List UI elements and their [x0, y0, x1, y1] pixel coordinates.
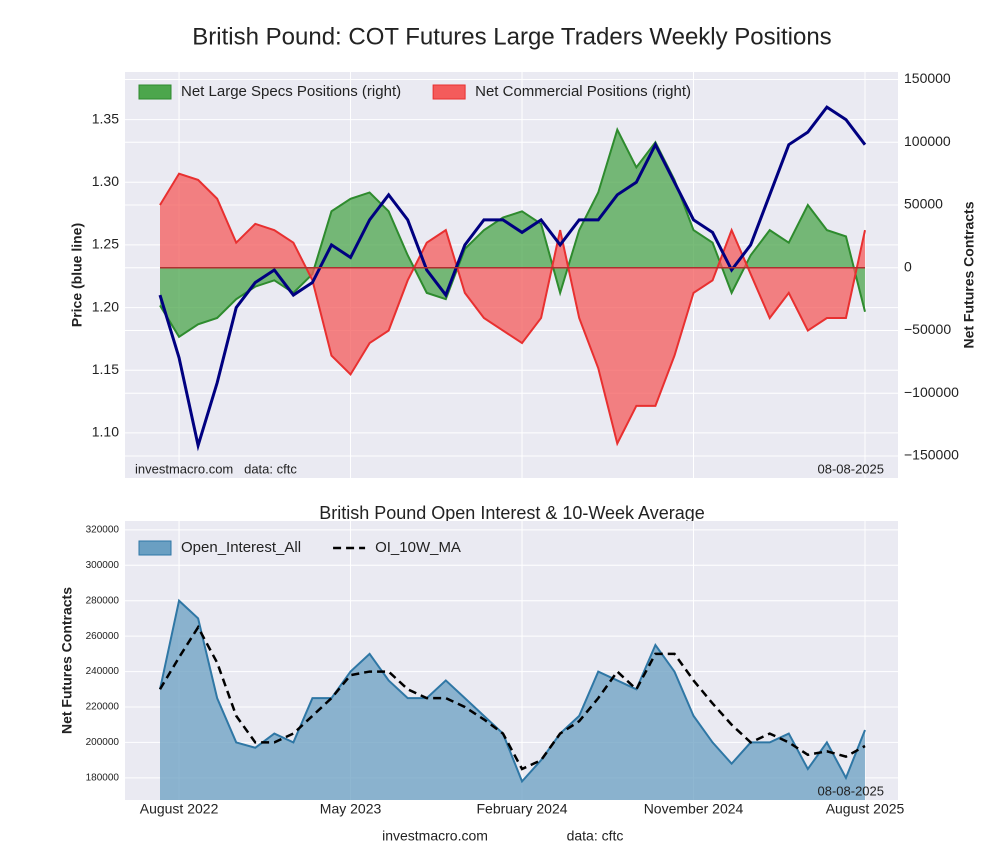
y-tick-label: 200000: [86, 737, 120, 748]
y2-tick-label: 50000: [904, 196, 943, 212]
area: [160, 173, 865, 444]
series-group: [158, 598, 866, 800]
y2-tick-label: 0: [904, 258, 912, 274]
y-tick-label: 300000: [86, 560, 120, 571]
line: [158, 105, 867, 452]
y-axis-label: Net Futures Contracts: [59, 587, 75, 734]
y-tick-label: 220000: [86, 702, 120, 713]
x-tick-label: November 2024: [644, 801, 744, 817]
annotation: investmacro.com data: cftc: [135, 461, 297, 476]
x-tick-label: February 2024: [476, 801, 567, 817]
y-tick-label: 1.20: [92, 298, 119, 314]
legend-label: Open_Interest_All: [181, 539, 301, 556]
footer-site: investmacro.com: [382, 828, 488, 844]
area: [160, 129, 865, 337]
legend-label: Net Commercial Positions (right): [475, 83, 691, 100]
y-tick-label: 280000: [86, 595, 120, 606]
y-tick-label: 180000: [86, 772, 120, 783]
area: [160, 600, 865, 800]
chart-title: British Pound: COT Futures Large Traders…: [192, 23, 831, 50]
footer-source: data: cftc: [567, 828, 624, 844]
y-axis-label: Price (blue line): [69, 223, 85, 327]
legend-swatch: [432, 84, 466, 100]
legend-label: OI_10W_MA: [375, 539, 461, 556]
annotation: 08-08-2025: [818, 783, 885, 798]
x-tick-label: August 2022: [140, 801, 219, 817]
y-tick-label: 1.15: [92, 361, 119, 377]
y2-tick-label: −50000: [904, 321, 951, 337]
y2-tick-label: −150000: [904, 447, 959, 463]
legend-swatch: [138, 540, 172, 556]
y-tick-label: 1.10: [92, 424, 119, 440]
y2-tick-label: 100000: [904, 133, 951, 149]
y-tick-label: 1.30: [92, 173, 119, 189]
series-group: [158, 105, 867, 452]
chart-title: British Pound Open Interest & 10-Week Av…: [319, 503, 705, 523]
legend-swatch: [138, 84, 172, 100]
annotation: 08-08-2025: [818, 461, 885, 476]
y-tick-label: 320000: [86, 524, 120, 535]
legend-label: Net Large Specs Positions (right): [181, 83, 401, 100]
y-tick-label: 260000: [86, 631, 120, 642]
y-tick-label: 1.35: [92, 110, 119, 126]
y2-axis-label: Net Futures Contracts: [961, 201, 977, 348]
area-edge: [159, 127, 866, 339]
y-tick-label: 240000: [86, 666, 120, 677]
area-edge: [159, 172, 866, 447]
area-edge: [159, 598, 866, 784]
y2-tick-label: −100000: [904, 384, 959, 400]
x-tick-label: August 2025: [826, 801, 905, 817]
y-tick-label: 1.25: [92, 236, 119, 252]
x-tick-label: May 2023: [320, 801, 382, 817]
y2-tick-label: 150000: [904, 70, 951, 86]
line: [158, 624, 866, 771]
